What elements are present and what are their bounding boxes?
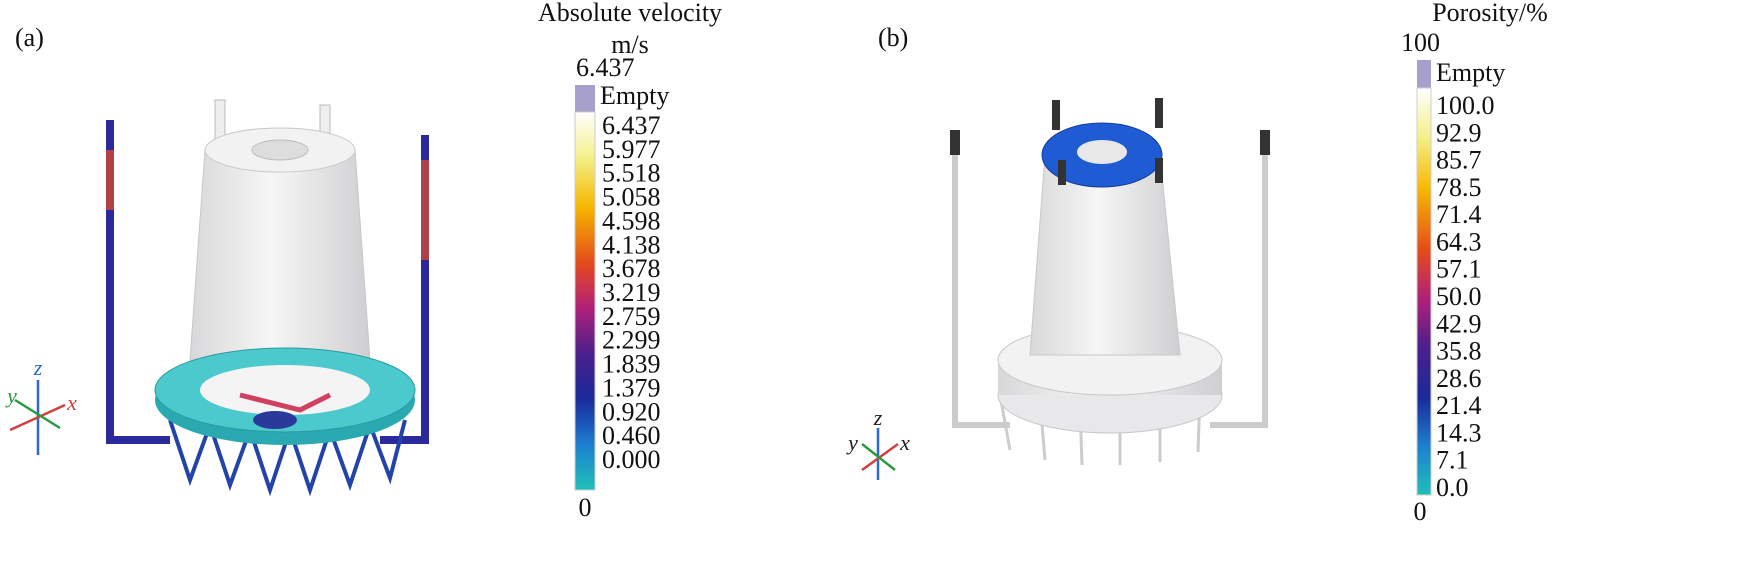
- colorbar-tick-label: 0.460: [602, 421, 661, 450]
- axis-label: y: [846, 430, 858, 455]
- axis-triad-a: [9, 380, 66, 455]
- axis-label: x: [899, 430, 910, 455]
- colorbar-min: 0: [579, 493, 592, 522]
- colorbar-tick-label: 0.000: [602, 445, 661, 474]
- colorbar-tick-label: 42.9: [1436, 309, 1482, 338]
- colorbar-tick-label: 3.219: [602, 278, 661, 307]
- colorbar-tick-label: 21.4: [1436, 391, 1482, 420]
- colorbar-tick-label: 4.598: [602, 206, 661, 235]
- colorbar-tick-label: 35.8: [1436, 337, 1482, 366]
- colorbar-tick-label: 5.518: [602, 159, 661, 188]
- colorbar-tick-label: 85.7: [1436, 146, 1482, 175]
- panel-b-render: [950, 98, 1270, 466]
- colorbar-tick-label: 28.6: [1436, 364, 1482, 393]
- colorbar-min: 0: [1414, 497, 1427, 526]
- panel-label: (b): [878, 23, 908, 52]
- colorbar-tick-label: 100.0: [1436, 91, 1495, 120]
- colorbar-max: 100: [1401, 28, 1440, 57]
- colorbar-tick-label: 4.138: [602, 230, 661, 259]
- colorbar-tick-label: 78.5: [1436, 173, 1482, 202]
- colorbar-tick-label: 71.4: [1436, 200, 1482, 229]
- empty-swatch: [1417, 60, 1431, 88]
- colorbar-tick-label: 2.759: [602, 302, 661, 331]
- colorbar-tick-label: 0.920: [602, 397, 661, 426]
- colorbar-tick-label: 2.299: [602, 326, 661, 355]
- colorbar-title: Porosity/%: [1432, 0, 1548, 27]
- colorbar-tick-label: 5.058: [602, 183, 661, 212]
- colorbar: [1416, 87, 1432, 496]
- panel-label: (a): [15, 23, 44, 52]
- colorbar-tick-label: 0.0: [1436, 473, 1469, 502]
- colorbar-tick-label: 1.839: [602, 350, 661, 379]
- colorbar-tick-label: 50.0: [1436, 282, 1482, 311]
- colorbar-empty: Empty: [1436, 58, 1505, 87]
- colorbar-tick-label: 14.3: [1436, 418, 1482, 447]
- colorbar-title: Absolute velocity: [538, 0, 722, 27]
- colorbar-empty: Empty: [600, 81, 669, 110]
- colorbar: [574, 111, 596, 491]
- colorbar-tick-label: 5.977: [602, 135, 661, 164]
- axis-label: y: [5, 383, 17, 408]
- empty-swatch: [575, 85, 595, 112]
- axis-label: x: [66, 390, 77, 415]
- colorbar-tick-label: 64.3: [1436, 227, 1482, 256]
- colorbar-max: 6.437: [576, 53, 635, 82]
- axis-triad-b: [861, 428, 899, 480]
- colorbar-tick-label: 1.379: [602, 373, 661, 402]
- colorbar-tick-label: 92.9: [1436, 118, 1482, 147]
- colorbar-tick-label: 7.1: [1436, 446, 1469, 475]
- colorbar-tick-label: 6.437: [602, 111, 661, 140]
- colorbar-tick-label: 57.1: [1436, 255, 1482, 284]
- panel-a-render: [106, 99, 429, 497]
- colorbar-tick-label: 3.678: [602, 254, 661, 283]
- colorbar-unit: m/s: [611, 30, 649, 59]
- axis-label: z: [33, 355, 43, 380]
- axis-label: z: [873, 405, 883, 430]
